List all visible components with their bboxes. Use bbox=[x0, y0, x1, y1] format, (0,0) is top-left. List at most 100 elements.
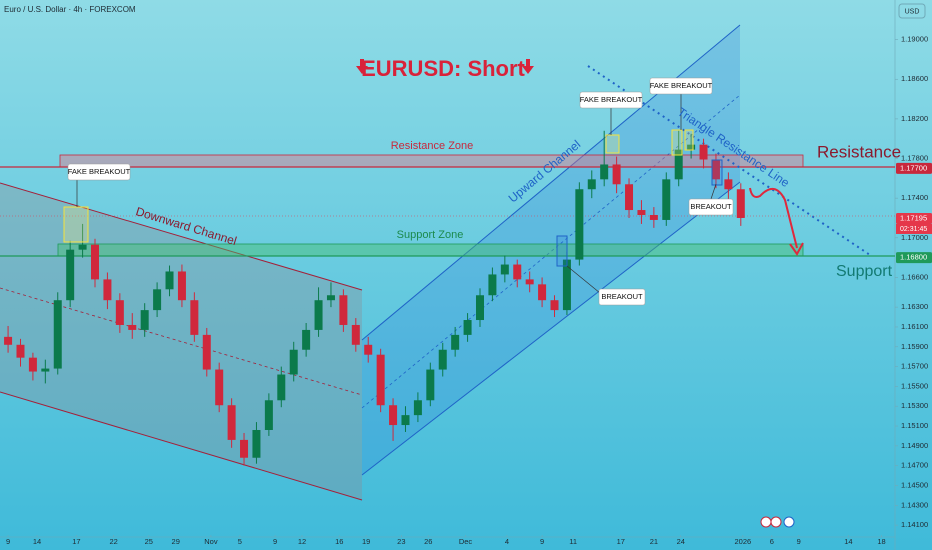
chart-title: EURUSD: Short bbox=[361, 56, 525, 81]
callout-box bbox=[649, 77, 713, 95]
callout-text: FAKE BREAKOUT bbox=[68, 167, 131, 176]
candle-body bbox=[575, 189, 584, 260]
callout-text: FAKE BREAKOUT bbox=[650, 81, 713, 90]
candle-body bbox=[78, 244, 87, 250]
candle-body bbox=[438, 349, 447, 370]
callout-box bbox=[598, 288, 646, 306]
channel-midline bbox=[361, 94, 741, 409]
fake-breakout-box bbox=[605, 134, 620, 154]
candle-body bbox=[376, 354, 385, 406]
x-tick-label: 24 bbox=[677, 537, 685, 546]
candle-body bbox=[153, 289, 162, 311]
candle-body bbox=[202, 334, 211, 370]
price-label-box bbox=[896, 212, 932, 224]
x-tick-label: Nov bbox=[204, 537, 218, 546]
leader-line bbox=[710, 183, 717, 200]
candle-body bbox=[140, 310, 149, 330]
candle-body bbox=[674, 149, 683, 180]
candle-body bbox=[389, 405, 398, 426]
candle-body bbox=[699, 144, 708, 160]
x-tick-label: 5 bbox=[238, 537, 242, 546]
candle-body bbox=[488, 274, 497, 296]
candle-body bbox=[128, 324, 137, 330]
candle-body bbox=[339, 295, 348, 325]
level-label: Support bbox=[836, 263, 893, 280]
price-label-box bbox=[896, 252, 932, 264]
candle-body bbox=[550, 300, 559, 311]
symbol-header: Euro / U.S. Dollar · 4h · FOREXCOM bbox=[4, 5, 136, 14]
candle-body bbox=[500, 264, 509, 275]
channel-line bbox=[0, 182, 363, 291]
candle-body bbox=[41, 368, 50, 372]
x-tick-label: 4 bbox=[505, 537, 509, 546]
x-tick-label: Dec bbox=[459, 537, 473, 546]
y-tick-label: 1.15300 bbox=[901, 401, 928, 410]
projection-path bbox=[749, 187, 798, 249]
breakout-box bbox=[556, 235, 568, 267]
x-tick-label: 9 bbox=[797, 537, 801, 546]
x-tick-label: 23 bbox=[397, 537, 405, 546]
candle-body bbox=[600, 164, 609, 180]
candle-body bbox=[426, 369, 435, 401]
y-tick-label: 1.17400 bbox=[901, 193, 928, 202]
projection-arrowhead bbox=[789, 242, 804, 256]
callout-text: BREAKOUT bbox=[690, 202, 732, 211]
fake-breakout-box bbox=[671, 129, 683, 156]
callout-text: FAKE BREAKOUT bbox=[580, 95, 643, 104]
y-tick-label: 1.14500 bbox=[901, 480, 928, 489]
candle-body bbox=[463, 320, 472, 335]
candle-body bbox=[16, 344, 25, 358]
candle-body bbox=[252, 429, 261, 458]
fake-breakout-box bbox=[63, 206, 89, 243]
x-tick-label: 21 bbox=[650, 537, 658, 546]
x-tick-label: 22 bbox=[109, 537, 117, 546]
x-tick-label: 25 bbox=[145, 537, 153, 546]
candle-body bbox=[165, 271, 174, 290]
candle-body bbox=[513, 264, 522, 280]
candle-body bbox=[687, 144, 696, 150]
y-tick-label: 1.15100 bbox=[901, 421, 928, 430]
callout-box bbox=[579, 91, 643, 109]
candle-body bbox=[711, 159, 720, 180]
x-tick-label: 17 bbox=[617, 537, 625, 546]
currency[interactable]: USD bbox=[905, 8, 920, 15]
candle-body bbox=[724, 179, 733, 190]
zone-label: Resistance Zone bbox=[391, 140, 474, 152]
y-tick-label: 1.14900 bbox=[901, 441, 928, 450]
candle-body bbox=[177, 271, 186, 301]
y-tick-label: 1.19000 bbox=[901, 35, 928, 44]
candle-body bbox=[612, 164, 621, 185]
y-tick-label: 1.18600 bbox=[901, 74, 928, 83]
x-tick-label: 9 bbox=[540, 537, 544, 546]
channel-line bbox=[361, 24, 741, 341]
x-tick-label: 29 bbox=[172, 537, 180, 546]
price-label: 1.17700 bbox=[900, 163, 927, 172]
y-tick-label: 1.16600 bbox=[901, 272, 928, 281]
candle-body bbox=[190, 300, 199, 335]
level-label: Resistance bbox=[817, 142, 901, 161]
leader-line bbox=[566, 265, 601, 294]
x-tick-label: 17 bbox=[72, 537, 80, 546]
candle-body bbox=[28, 357, 37, 372]
x-tick-label: 26 bbox=[424, 537, 432, 546]
y-tick-label: 1.18200 bbox=[901, 114, 928, 123]
candle-body bbox=[103, 279, 112, 301]
currency-box[interactable] bbox=[898, 3, 926, 19]
event-icons[interactable] bbox=[760, 516, 795, 528]
callout-text: BREAKOUT bbox=[601, 292, 643, 301]
candle-body bbox=[289, 349, 298, 375]
y-tick-label: 1.16300 bbox=[901, 302, 928, 311]
candle-body bbox=[562, 259, 571, 311]
candle-body bbox=[91, 244, 100, 280]
candle-body bbox=[401, 415, 410, 426]
countdown: 02:31:45 bbox=[900, 226, 927, 233]
candle-body bbox=[475, 295, 484, 321]
title-arrow bbox=[522, 59, 534, 74]
price-label-box bbox=[896, 162, 932, 174]
candle-body bbox=[649, 214, 658, 220]
channel-line bbox=[361, 181, 741, 476]
candle-body bbox=[451, 334, 460, 350]
candle-body bbox=[326, 295, 335, 301]
